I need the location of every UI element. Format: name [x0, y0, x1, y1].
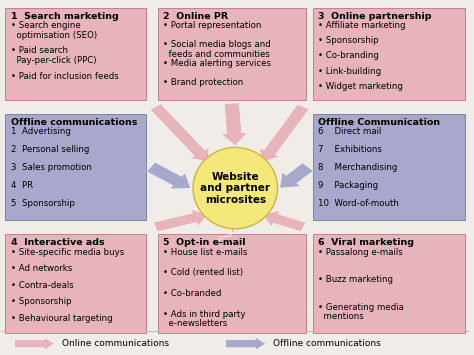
Text: • Link-building: • Link-building	[319, 67, 382, 76]
Text: • Site-specific media buys: • Site-specific media buys	[11, 247, 124, 257]
Polygon shape	[226, 337, 266, 350]
Text: 1  Search marketing: 1 Search marketing	[11, 12, 119, 21]
Text: • Paid for inclusion feeds: • Paid for inclusion feeds	[11, 72, 119, 81]
Text: • Search engine
  optimisation (SEO): • Search engine optimisation (SEO)	[11, 21, 97, 40]
Text: Offline Communication: Offline Communication	[319, 118, 440, 127]
Text: 6    Direct mail: 6 Direct mail	[319, 127, 382, 136]
Text: • Sponsorship: • Sponsorship	[319, 36, 379, 45]
Text: • Cold (rented list): • Cold (rented list)	[164, 268, 244, 277]
FancyBboxPatch shape	[158, 8, 306, 100]
Text: 2  Online PR: 2 Online PR	[164, 12, 228, 21]
Ellipse shape	[193, 147, 277, 229]
Text: 1  Advertising: 1 Advertising	[11, 127, 71, 136]
Polygon shape	[219, 221, 235, 240]
Text: • Contra-deals: • Contra-deals	[11, 280, 74, 290]
Polygon shape	[263, 211, 306, 231]
Text: 5  Sponsorship: 5 Sponsorship	[11, 199, 75, 208]
Text: Website
and partner
microsites: Website and partner microsites	[200, 171, 270, 205]
Text: • House list e-mails: • House list e-mails	[164, 247, 248, 257]
Text: • Buzz marketing: • Buzz marketing	[319, 275, 393, 284]
Polygon shape	[259, 104, 309, 162]
Text: 2  Personal selling: 2 Personal selling	[11, 145, 90, 154]
FancyBboxPatch shape	[313, 114, 465, 220]
Text: 7    Exhibitions: 7 Exhibitions	[319, 145, 382, 154]
Text: • Co-branding: • Co-branding	[319, 51, 379, 60]
Text: • Ad networks: • Ad networks	[11, 264, 72, 273]
FancyBboxPatch shape	[5, 234, 146, 333]
Text: • Portal representation: • Portal representation	[164, 21, 262, 30]
Text: • Ads in third party
  e-newsletters: • Ads in third party e-newsletters	[164, 310, 246, 328]
FancyBboxPatch shape	[5, 8, 146, 100]
Text: • Paid search
  Pay-per-click (PPC): • Paid search Pay-per-click (PPC)	[11, 47, 97, 65]
Polygon shape	[280, 163, 313, 188]
Text: • Brand protection: • Brand protection	[164, 78, 244, 87]
Text: 6  Viral marketing: 6 Viral marketing	[319, 238, 414, 247]
Text: 10  Word-of-mouth: 10 Word-of-mouth	[319, 199, 399, 208]
Text: • Behavioural targeting: • Behavioural targeting	[11, 314, 113, 323]
Text: • Sponsorship: • Sponsorship	[11, 297, 72, 306]
Polygon shape	[150, 104, 209, 162]
Text: Offline communications: Offline communications	[11, 118, 137, 127]
FancyBboxPatch shape	[158, 234, 306, 333]
Text: 8    Merchandising: 8 Merchandising	[319, 163, 398, 172]
Text: 9    Packaging: 9 Packaging	[319, 181, 378, 190]
Polygon shape	[15, 337, 55, 350]
Polygon shape	[146, 162, 191, 189]
Text: 3  Sales promotion: 3 Sales promotion	[11, 163, 92, 172]
Text: • Widget marketing: • Widget marketing	[319, 82, 403, 91]
Text: • Co-branded: • Co-branded	[164, 289, 222, 298]
Text: Online communications: Online communications	[62, 339, 169, 348]
FancyBboxPatch shape	[5, 114, 146, 220]
Text: 4  PR: 4 PR	[11, 181, 33, 190]
Text: 3  Online partnership: 3 Online partnership	[319, 12, 432, 21]
FancyBboxPatch shape	[313, 8, 465, 100]
Polygon shape	[221, 103, 247, 146]
Text: • Generating media
  mentions: • Generating media mentions	[319, 303, 404, 321]
Text: 4  Interactive ads: 4 Interactive ads	[11, 238, 105, 247]
Text: • Social media blogs and
  feeds and communities: • Social media blogs and feeds and commu…	[164, 40, 271, 59]
FancyBboxPatch shape	[313, 234, 465, 333]
Text: Offline communications: Offline communications	[273, 339, 381, 348]
Text: • Affiliate marketing: • Affiliate marketing	[319, 21, 406, 30]
Text: • Passalong e-mails: • Passalong e-mails	[319, 247, 403, 257]
Text: • Media alerting services: • Media alerting services	[164, 59, 272, 68]
Polygon shape	[154, 209, 208, 232]
Text: 5  Opt-in e-mail: 5 Opt-in e-mail	[164, 238, 246, 247]
